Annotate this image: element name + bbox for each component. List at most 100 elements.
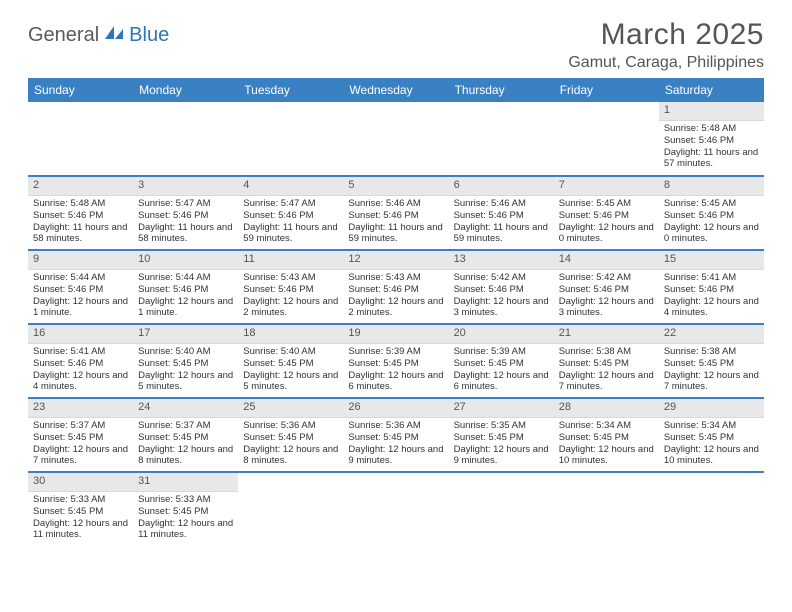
day-number: 27 — [449, 399, 554, 418]
day-number: 18 — [238, 325, 343, 344]
day-header: Tuesday — [238, 78, 343, 102]
day-details: Sunrise: 5:44 AMSunset: 5:46 PMDaylight:… — [28, 270, 133, 323]
day-cell: 18Sunrise: 5:40 AMSunset: 5:45 PMDayligh… — [238, 324, 343, 398]
day-cell — [238, 472, 343, 546]
calendar-page: General Blue March 2025 Gamut, Caraga, P… — [0, 0, 792, 546]
day-header: Saturday — [659, 78, 764, 102]
sunset-text: Sunset: 5:45 PM — [33, 506, 128, 518]
sunrise-text: Sunrise: 5:39 AM — [454, 346, 549, 358]
day-details: Sunrise: 5:42 AMSunset: 5:46 PMDaylight:… — [449, 270, 554, 323]
day-cell: 25Sunrise: 5:36 AMSunset: 5:45 PMDayligh… — [238, 398, 343, 472]
day-cell: 13Sunrise: 5:42 AMSunset: 5:46 PMDayligh… — [449, 250, 554, 324]
daylight-text: Daylight: 12 hours and 11 minutes. — [138, 518, 233, 542]
daylight-text: Daylight: 11 hours and 59 minutes. — [243, 222, 338, 246]
sunrise-text: Sunrise: 5:36 AM — [243, 420, 338, 432]
daylight-text: Daylight: 12 hours and 6 minutes. — [454, 370, 549, 394]
day-details: Sunrise: 5:33 AMSunset: 5:45 PMDaylight:… — [133, 492, 238, 545]
month-title: March 2025 — [568, 18, 764, 52]
day-details: Sunrise: 5:34 AMSunset: 5:45 PMDaylight:… — [659, 418, 764, 471]
sunrise-text: Sunrise: 5:43 AM — [348, 272, 443, 284]
daylight-text: Daylight: 12 hours and 7 minutes. — [559, 370, 654, 394]
day-cell: 6Sunrise: 5:46 AMSunset: 5:46 PMDaylight… — [449, 176, 554, 250]
day-number: 20 — [449, 325, 554, 344]
day-cell: 23Sunrise: 5:37 AMSunset: 5:45 PMDayligh… — [28, 398, 133, 472]
day-cell — [449, 472, 554, 546]
sunrise-text: Sunrise: 5:38 AM — [559, 346, 654, 358]
day-cell: 22Sunrise: 5:38 AMSunset: 5:45 PMDayligh… — [659, 324, 764, 398]
daylight-text: Daylight: 12 hours and 11 minutes. — [33, 518, 128, 542]
day-number: 26 — [343, 399, 448, 418]
day-number: 9 — [28, 251, 133, 270]
day-cell: 2Sunrise: 5:48 AMSunset: 5:46 PMDaylight… — [28, 176, 133, 250]
day-details: Sunrise: 5:47 AMSunset: 5:46 PMDaylight:… — [238, 196, 343, 249]
day-details: Sunrise: 5:38 AMSunset: 5:45 PMDaylight:… — [554, 344, 659, 397]
sunset-text: Sunset: 5:46 PM — [559, 210, 654, 222]
sunrise-text: Sunrise: 5:37 AM — [138, 420, 233, 432]
sunrise-text: Sunrise: 5:37 AM — [33, 420, 128, 432]
sunset-text: Sunset: 5:45 PM — [454, 432, 549, 444]
day-details: Sunrise: 5:39 AMSunset: 5:45 PMDaylight:… — [449, 344, 554, 397]
day-number: 2 — [28, 177, 133, 196]
sunset-text: Sunset: 5:45 PM — [559, 432, 654, 444]
sunrise-text: Sunrise: 5:41 AM — [664, 272, 759, 284]
sunrise-text: Sunrise: 5:33 AM — [138, 494, 233, 506]
sunset-text: Sunset: 5:45 PM — [664, 358, 759, 370]
day-number: 21 — [554, 325, 659, 344]
daylight-text: Daylight: 12 hours and 7 minutes. — [33, 444, 128, 468]
sunrise-text: Sunrise: 5:34 AM — [559, 420, 654, 432]
daylight-text: Daylight: 12 hours and 3 minutes. — [454, 296, 549, 320]
daylight-text: Daylight: 12 hours and 2 minutes. — [243, 296, 338, 320]
day-details: Sunrise: 5:41 AMSunset: 5:46 PMDaylight:… — [28, 344, 133, 397]
day-details: Sunrise: 5:37 AMSunset: 5:45 PMDaylight:… — [133, 418, 238, 471]
sunset-text: Sunset: 5:45 PM — [138, 358, 233, 370]
day-number: 25 — [238, 399, 343, 418]
daylight-text: Daylight: 12 hours and 3 minutes. — [559, 296, 654, 320]
day-cell — [554, 102, 659, 176]
day-header: Thursday — [449, 78, 554, 102]
sunset-text: Sunset: 5:45 PM — [664, 432, 759, 444]
day-details: Sunrise: 5:36 AMSunset: 5:45 PMDaylight:… — [238, 418, 343, 471]
sunrise-text: Sunrise: 5:38 AM — [664, 346, 759, 358]
title-block: March 2025 Gamut, Caraga, Philippines — [568, 18, 764, 72]
sunset-text: Sunset: 5:45 PM — [243, 358, 338, 370]
day-cell — [343, 102, 448, 176]
day-details: Sunrise: 5:35 AMSunset: 5:45 PMDaylight:… — [449, 418, 554, 471]
daylight-text: Daylight: 12 hours and 4 minutes. — [664, 296, 759, 320]
day-cell: 19Sunrise: 5:39 AMSunset: 5:45 PMDayligh… — [343, 324, 448, 398]
day-number: 12 — [343, 251, 448, 270]
sunrise-text: Sunrise: 5:42 AM — [454, 272, 549, 284]
day-number: 16 — [28, 325, 133, 344]
sunset-text: Sunset: 5:46 PM — [348, 284, 443, 296]
day-details: Sunrise: 5:40 AMSunset: 5:45 PMDaylight:… — [238, 344, 343, 397]
day-cell: 16Sunrise: 5:41 AMSunset: 5:46 PMDayligh… — [28, 324, 133, 398]
sunrise-text: Sunrise: 5:40 AM — [138, 346, 233, 358]
day-cell: 7Sunrise: 5:45 AMSunset: 5:46 PMDaylight… — [554, 176, 659, 250]
day-cell — [133, 102, 238, 176]
day-header: Monday — [133, 78, 238, 102]
sunset-text: Sunset: 5:46 PM — [33, 210, 128, 222]
sunset-text: Sunset: 5:46 PM — [348, 210, 443, 222]
day-cell: 27Sunrise: 5:35 AMSunset: 5:45 PMDayligh… — [449, 398, 554, 472]
day-number: 23 — [28, 399, 133, 418]
sunset-text: Sunset: 5:45 PM — [559, 358, 654, 370]
sunset-text: Sunset: 5:46 PM — [559, 284, 654, 296]
day-number: 22 — [659, 325, 764, 344]
sunrise-text: Sunrise: 5:36 AM — [348, 420, 443, 432]
day-cell — [28, 102, 133, 176]
daylight-text: Daylight: 11 hours and 58 minutes. — [138, 222, 233, 246]
calendar-table: Sunday Monday Tuesday Wednesday Thursday… — [28, 78, 764, 546]
day-cell: 26Sunrise: 5:36 AMSunset: 5:45 PMDayligh… — [343, 398, 448, 472]
daylight-text: Daylight: 12 hours and 10 minutes. — [559, 444, 654, 468]
day-details: Sunrise: 5:43 AMSunset: 5:46 PMDaylight:… — [343, 270, 448, 323]
day-details: Sunrise: 5:47 AMSunset: 5:46 PMDaylight:… — [133, 196, 238, 249]
page-header: General Blue March 2025 Gamut, Caraga, P… — [28, 18, 764, 72]
day-number: 8 — [659, 177, 764, 196]
sunset-text: Sunset: 5:46 PM — [138, 210, 233, 222]
sunrise-text: Sunrise: 5:34 AM — [664, 420, 759, 432]
logo-sail-icon — [103, 24, 125, 47]
sunset-text: Sunset: 5:46 PM — [454, 284, 549, 296]
sunset-text: Sunset: 5:45 PM — [138, 506, 233, 518]
week-row: 30Sunrise: 5:33 AMSunset: 5:45 PMDayligh… — [28, 472, 764, 546]
day-details: Sunrise: 5:36 AMSunset: 5:45 PMDaylight:… — [343, 418, 448, 471]
day-cell: 14Sunrise: 5:42 AMSunset: 5:46 PMDayligh… — [554, 250, 659, 324]
